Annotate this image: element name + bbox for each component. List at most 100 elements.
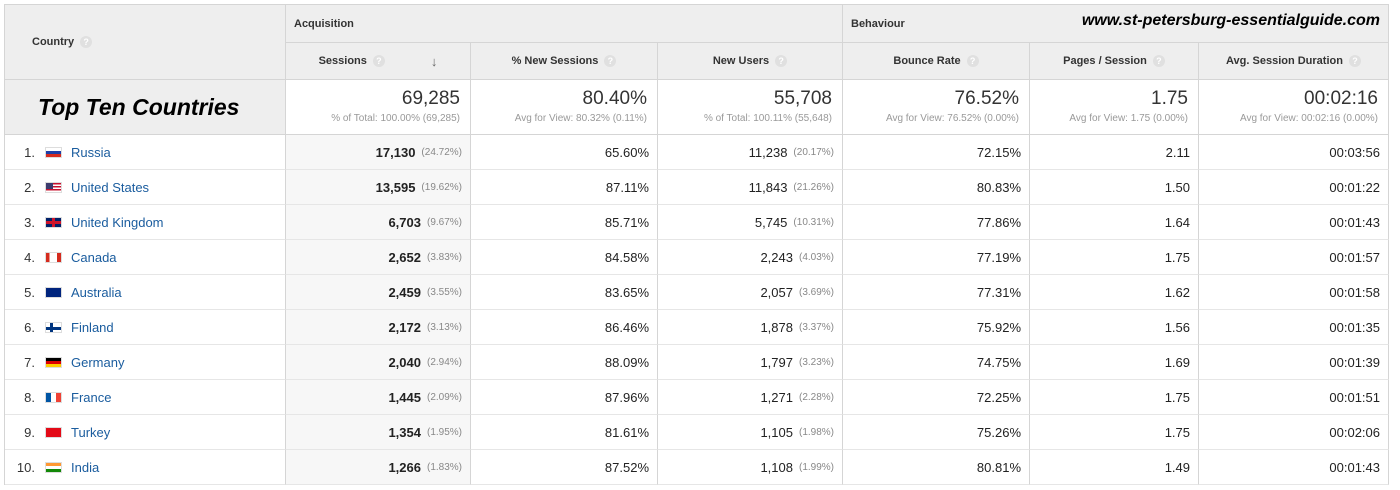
pages-session-cell: 1.50 <box>1030 170 1199 205</box>
country-cell: 1. Russia <box>5 135 286 170</box>
pages-session-column-header[interactable]: Pages / Session ? <box>1030 43 1199 80</box>
new-sessions-cell: 87.11% <box>471 170 658 205</box>
new-users-cell: 11,238 (20.17%) <box>658 135 843 170</box>
new-users-value: 2,057 <box>760 284 793 300</box>
bounce-rate-cell: 74.75% <box>843 345 1030 380</box>
row-index: 2. <box>24 179 35 195</box>
sessions-cell: 1,354 (1.95%) <box>286 415 471 450</box>
total-subtext: Avg for View: 76.52% (0.00%) <box>885 113 1019 124</box>
country-cell: 2. United States <box>5 170 286 205</box>
help-icon[interactable]: ? <box>80 36 93 48</box>
sessions-percent: (3.55%) <box>426 286 462 298</box>
new-users-column-header[interactable]: New Users ? <box>658 43 843 80</box>
bounce-rate-cell: 72.15% <box>843 135 1030 170</box>
sessions-value: 2,172 <box>388 319 421 335</box>
new-users-header-label: New Users <box>712 55 770 67</box>
sessions-value: 6,703 <box>388 214 421 230</box>
flag-icon <box>45 321 62 333</box>
avg-duration-cell: 00:01:39 <box>1199 345 1389 380</box>
country-column-header[interactable]: Country ? <box>5 5 286 80</box>
new-users-value: 11,238 <box>748 144 788 160</box>
new-users-value: 11,843 <box>748 179 788 195</box>
new-users-percent: (3.37%) <box>798 321 834 333</box>
sessions-column-header[interactable]: Sessions ? ↓ <box>286 43 471 80</box>
table-title: Top Ten Countries <box>5 80 286 135</box>
flag-icon <box>45 251 62 263</box>
row-index: 9. <box>24 424 35 440</box>
avg-duration-cell: 00:01:43 <box>1199 205 1389 240</box>
pages-session-cell: 1.49 <box>1030 450 1199 485</box>
total-sessions: 69,285 % of Total: 100.00% (69,285) <box>286 80 471 135</box>
new-users-cell: 1,271 (2.28%) <box>658 380 843 415</box>
country-link[interactable]: United States <box>71 179 150 195</box>
total-subtext: Avg for View: 1.75 (0.00%) <box>1069 113 1188 124</box>
country-link[interactable]: Turkey <box>71 424 111 440</box>
total-bounce-rate: 76.52% Avg for View: 76.52% (0.00%) <box>843 80 1030 135</box>
country-cell: 10. India <box>5 450 286 485</box>
total-value: 69,285 <box>401 88 460 109</box>
bounce-rate-cell: 72.25% <box>843 380 1030 415</box>
row-index: 4. <box>24 249 35 265</box>
country-link[interactable]: Finland <box>71 319 114 335</box>
new-users-value: 1,271 <box>760 389 793 405</box>
country-link[interactable]: Canada <box>71 249 117 265</box>
new-sessions-cell: 86.46% <box>471 310 658 345</box>
help-icon[interactable]: ? <box>966 55 979 67</box>
behaviour-group-header: Behaviour www.st-petersburg-essentialgui… <box>843 5 1389 43</box>
sessions-value: 2,040 <box>388 354 421 370</box>
avg-duration-cell: 00:01:51 <box>1199 380 1389 415</box>
country-cell: 4. Canada <box>5 240 286 275</box>
new-users-percent: (10.31%) <box>793 216 834 228</box>
flag-icon <box>45 286 62 298</box>
country-link[interactable]: United Kingdom <box>71 214 164 230</box>
new-sessions-column-header[interactable]: % New Sessions ? <box>471 43 658 80</box>
acquisition-group-header: Acquisition <box>286 5 843 43</box>
new-sessions-cell: 87.96% <box>471 380 658 415</box>
total-subtext: % of Total: 100.00% (69,285) <box>331 113 460 124</box>
new-users-value: 1,108 <box>760 459 793 475</box>
new-sessions-cell: 81.61% <box>471 415 658 450</box>
help-icon[interactable]: ? <box>372 55 385 67</box>
row-index: 8. <box>24 389 35 405</box>
sessions-percent: (1.95%) <box>426 426 462 438</box>
sessions-value: 1,354 <box>388 424 421 440</box>
new-sessions-cell: 85.71% <box>471 205 658 240</box>
new-users-value: 1,797 <box>760 354 793 370</box>
new-users-percent: (1.99%) <box>798 461 834 473</box>
new-users-cell: 1,105 (1.98%) <box>658 415 843 450</box>
help-icon[interactable]: ? <box>775 55 788 67</box>
total-pages-session: 1.75 Avg for View: 1.75 (0.00%) <box>1030 80 1199 135</box>
row-index: 1. <box>24 144 35 160</box>
new-users-percent: (2.28%) <box>798 391 834 403</box>
sessions-value: 2,459 <box>388 284 421 300</box>
pages-session-cell: 1.64 <box>1030 205 1199 240</box>
row-index: 5. <box>24 284 35 300</box>
total-subtext: Avg for View: 00:02:16 (0.00%) <box>1239 113 1378 124</box>
sort-down-icon[interactable]: ↓ <box>430 53 438 69</box>
country-link[interactable]: Russia <box>71 144 111 160</box>
country-link[interactable]: France <box>71 389 112 405</box>
help-icon[interactable]: ? <box>604 55 617 67</box>
country-link[interactable]: Germany <box>71 354 125 370</box>
bounce-rate-column-header[interactable]: Bounce Rate ? <box>843 43 1030 80</box>
row-index: 6. <box>24 319 35 335</box>
sessions-value: 2,652 <box>388 249 421 265</box>
country-link[interactable]: Australia <box>71 284 122 300</box>
help-icon[interactable]: ? <box>1348 55 1361 67</box>
bounce-rate-cell: 77.86% <box>843 205 1030 240</box>
help-icon[interactable]: ? <box>1152 55 1165 67</box>
country-cell: 5. Australia <box>5 275 286 310</box>
total-value: 80.40% <box>582 88 647 109</box>
pages-session-header-label: Pages / Session <box>1063 55 1147 67</box>
flag-icon <box>45 216 62 228</box>
new-users-percent: (4.03%) <box>798 251 834 263</box>
site-watermark: www.st-petersburg-essentialguide.com <box>1081 12 1380 29</box>
new-sessions-cell: 84.58% <box>471 240 658 275</box>
avg-duration-column-header[interactable]: Avg. Session Duration ? <box>1199 43 1389 80</box>
sessions-cell: 6,703 (9.67%) <box>286 205 471 240</box>
country-link[interactable]: India <box>71 459 100 475</box>
new-users-value: 2,243 <box>760 249 793 265</box>
total-new-sessions: 80.40% Avg for View: 80.32% (0.11%) <box>471 80 658 135</box>
pages-session-cell: 1.75 <box>1030 240 1199 275</box>
new-users-percent: (1.98%) <box>798 426 834 438</box>
